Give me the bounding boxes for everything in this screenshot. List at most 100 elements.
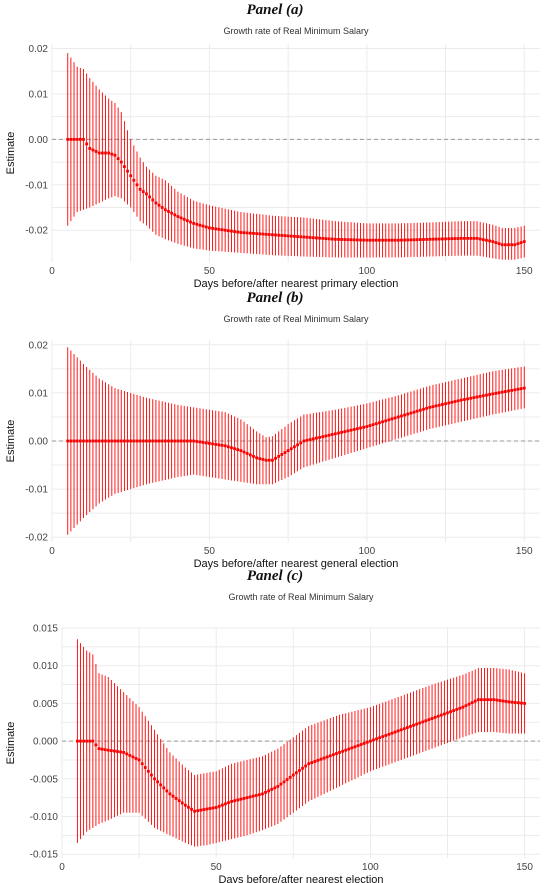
estimate-point xyxy=(415,722,419,726)
estimate-point xyxy=(97,747,101,751)
estimate-point xyxy=(104,439,107,443)
estimate-point xyxy=(173,439,177,443)
estimate-point xyxy=(285,778,289,781)
estimate-point xyxy=(305,438,309,442)
estimate-point xyxy=(245,796,249,800)
estimate-point xyxy=(156,780,159,784)
estimate-point xyxy=(239,797,243,801)
estimate-point xyxy=(76,739,79,743)
estimate-point xyxy=(264,790,267,794)
estimate-point xyxy=(418,721,422,725)
estimate-point xyxy=(343,238,347,241)
estimate-point xyxy=(69,137,73,141)
estimate-point xyxy=(100,151,104,155)
estimate-point xyxy=(475,395,479,399)
estimate-point xyxy=(273,786,277,790)
estimate-point xyxy=(418,408,422,412)
estimate-point xyxy=(220,443,224,447)
estimate-point xyxy=(405,726,409,729)
estimate-point xyxy=(180,801,184,805)
estimate-point xyxy=(267,458,271,462)
y-tick-label: -0.01 xyxy=(25,180,48,191)
estimate-point xyxy=(365,238,369,242)
estimate-point xyxy=(466,397,469,401)
estimate-point xyxy=(264,232,268,236)
estimate-point xyxy=(519,387,523,391)
estimate-point xyxy=(415,238,419,242)
estimate-point xyxy=(500,390,504,394)
estimate-point xyxy=(208,226,211,230)
estimate-point xyxy=(193,809,197,813)
estimate-point xyxy=(270,458,274,462)
x-tick-label: 50 xyxy=(211,862,223,873)
estimate-point xyxy=(129,174,133,178)
estimate-point xyxy=(179,216,183,220)
estimate-point xyxy=(66,439,70,443)
estimate-point xyxy=(94,743,98,747)
estimate-point xyxy=(242,231,246,235)
estimate-point xyxy=(463,398,466,401)
estimate-point xyxy=(384,734,388,737)
chart-title: Growth rate of Real Minimum Salary xyxy=(228,592,374,602)
estimate-point xyxy=(91,739,95,743)
estimate-point xyxy=(458,706,462,710)
estimate-point xyxy=(501,699,505,703)
estimate-point xyxy=(441,403,444,406)
estimate-point xyxy=(447,401,451,405)
y-tick-label: 0.01 xyxy=(29,388,49,399)
estimate-point xyxy=(340,238,344,241)
estimate-point xyxy=(190,807,193,811)
estimate-point xyxy=(507,700,511,704)
y-tick-label: 0.010 xyxy=(33,661,58,672)
estimate-point xyxy=(313,760,317,763)
estimate-point xyxy=(211,806,215,810)
estimate-point xyxy=(199,808,203,812)
estimate-point xyxy=(110,439,114,443)
estimate-point xyxy=(431,405,435,409)
estimate-point xyxy=(415,409,419,413)
estimate-point xyxy=(242,797,246,800)
estimate-point xyxy=(452,709,456,712)
estimate-point xyxy=(211,442,214,446)
estimate-point xyxy=(227,801,230,805)
estimate-point xyxy=(280,234,284,237)
estimate-point xyxy=(211,226,214,230)
estimate-point xyxy=(192,439,196,443)
estimate-point xyxy=(310,761,314,765)
estimate-point xyxy=(167,210,170,213)
estimate-point xyxy=(337,431,340,435)
estimate-point xyxy=(381,238,384,242)
y-tick-label: -0.02 xyxy=(25,533,48,544)
estimate-point xyxy=(123,165,126,169)
estimate-point xyxy=(494,241,498,245)
estimate-point xyxy=(113,439,117,443)
estimate-point xyxy=(409,411,413,415)
estimate-point xyxy=(352,238,356,242)
estimate-point xyxy=(119,750,122,754)
estimate-point xyxy=(236,230,240,234)
estimate-point xyxy=(163,208,167,212)
estimate-point xyxy=(444,402,447,406)
estimate-point xyxy=(467,702,471,706)
estimate-point xyxy=(399,728,403,732)
estimate-point xyxy=(378,238,381,242)
estimate-point xyxy=(427,718,431,722)
estimate-point xyxy=(523,702,526,705)
estimate-point xyxy=(119,439,123,443)
estimate-point xyxy=(428,237,432,241)
estimate-point xyxy=(378,421,381,425)
panel-c-label: Panel (c) xyxy=(246,568,304,584)
estimate-point xyxy=(304,764,308,768)
x-tick-label: 100 xyxy=(358,546,375,557)
estimate-point xyxy=(94,439,98,443)
estimate-point xyxy=(478,237,482,241)
estimate-point xyxy=(299,441,303,445)
estimate-point xyxy=(424,719,428,723)
estimate-point xyxy=(422,407,425,411)
estimate-point xyxy=(327,237,331,241)
estimate-point xyxy=(522,386,526,390)
estimate-point xyxy=(330,237,334,241)
x-tick-label: 0 xyxy=(59,862,65,873)
estimate-point xyxy=(359,743,363,746)
estimate-point xyxy=(315,436,318,440)
